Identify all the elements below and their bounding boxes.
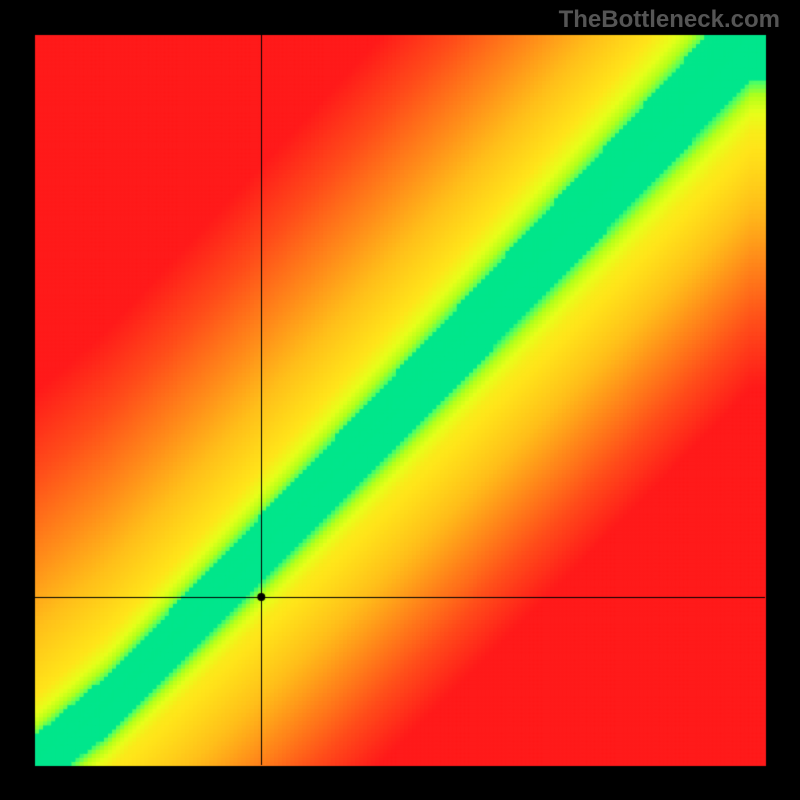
bottleneck-heatmap [0,0,800,800]
watermark-text: TheBottleneck.com [559,6,780,34]
chart-container: { "watermark": { "text": "TheBottleneck.… [0,0,800,800]
